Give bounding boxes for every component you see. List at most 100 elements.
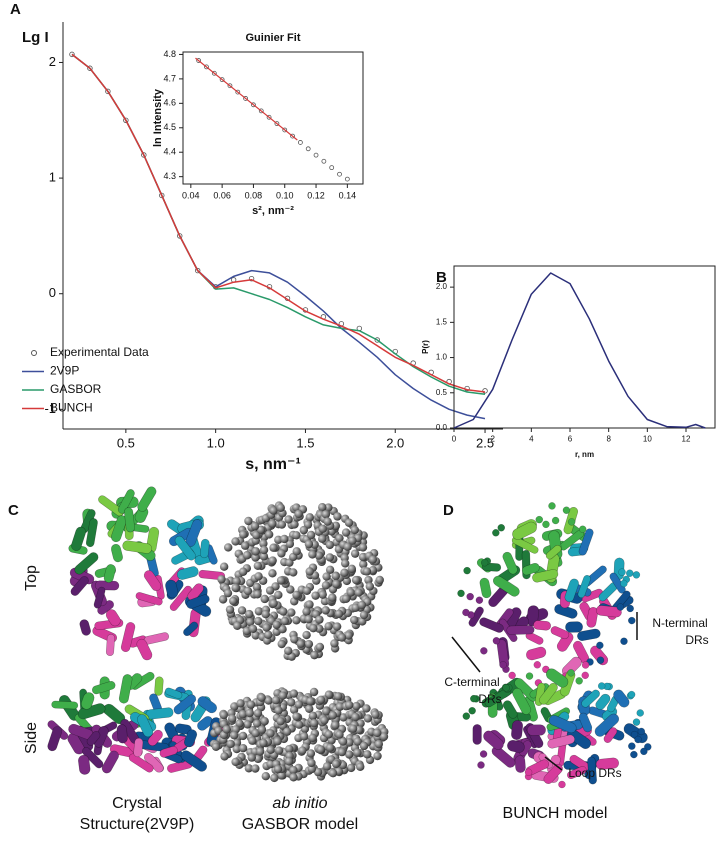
helix — [186, 594, 210, 609]
bead — [289, 689, 299, 698]
bead — [318, 590, 327, 599]
bead — [358, 543, 368, 552]
panel-label: C — [8, 502, 19, 519]
x-tick-label: 10 — [643, 435, 652, 444]
plot-frame — [182, 51, 364, 185]
bead — [353, 737, 362, 746]
dummy-residue — [497, 523, 506, 532]
helix — [154, 676, 164, 696]
annotation: N-terminal — [652, 616, 707, 630]
helix — [128, 753, 154, 773]
bead — [347, 564, 357, 574]
helix — [173, 694, 197, 715]
bead — [268, 519, 277, 528]
helix — [565, 621, 583, 633]
helix — [137, 486, 157, 512]
bead — [272, 620, 281, 630]
helix — [145, 707, 174, 720]
helix — [532, 569, 559, 583]
data-point — [482, 388, 488, 394]
helix — [545, 544, 562, 560]
bead — [257, 725, 267, 734]
bead — [245, 609, 254, 619]
bead — [345, 700, 354, 710]
bead — [274, 590, 283, 600]
bead — [334, 609, 344, 619]
bead — [282, 727, 292, 736]
y-tick-label: 1.0 — [436, 353, 448, 362]
dummy-residue — [626, 569, 634, 577]
dummy-residue — [502, 684, 510, 692]
bead — [276, 503, 285, 512]
bead — [320, 716, 329, 725]
bead — [270, 773, 279, 783]
bead — [247, 753, 256, 762]
bead — [364, 575, 373, 585]
bead — [362, 567, 372, 576]
bead — [277, 520, 287, 529]
caption: Structure(2V9P) — [80, 816, 195, 833]
bead — [308, 733, 317, 743]
bead — [307, 764, 317, 774]
y-axis-label: P(r) — [421, 340, 430, 354]
bead — [357, 600, 367, 610]
bead — [239, 530, 248, 539]
bead — [324, 622, 333, 631]
bead — [285, 539, 295, 549]
bead — [259, 539, 268, 548]
bead — [305, 567, 314, 576]
bead — [252, 719, 262, 728]
dummy-residue — [632, 571, 641, 579]
bead — [269, 506, 278, 515]
dummy-residue — [620, 579, 628, 588]
bead — [304, 539, 314, 549]
bead — [341, 528, 351, 537]
helix — [116, 724, 128, 744]
data-point — [243, 96, 249, 101]
bead — [252, 582, 262, 592]
panel-label: A — [10, 1, 21, 18]
bead — [277, 771, 286, 780]
dummy-residue — [508, 671, 516, 680]
y-tick-label: 4.8 — [163, 49, 176, 59]
helix — [543, 763, 563, 784]
dummy-residue — [627, 690, 636, 699]
x-tick-label: 0.12 — [307, 191, 325, 201]
bead — [322, 762, 332, 771]
bead — [356, 762, 365, 771]
legend-label: BUNCH — [50, 401, 93, 415]
bead — [230, 702, 239, 711]
helix — [117, 489, 135, 514]
bead — [321, 581, 331, 590]
dummy-residue — [525, 672, 534, 680]
bead — [306, 530, 316, 540]
helix — [86, 731, 101, 746]
bead — [289, 766, 298, 775]
bead — [341, 594, 351, 603]
bead — [279, 607, 288, 616]
dummy-residue — [596, 656, 605, 664]
bead — [346, 763, 356, 773]
helix — [164, 687, 183, 699]
helix — [105, 609, 121, 627]
y-tick-label: 0 — [49, 285, 56, 300]
helix — [556, 632, 574, 652]
structure-art — [47, 486, 652, 789]
helix — [103, 564, 116, 583]
bead — [292, 616, 301, 625]
bead — [231, 757, 240, 767]
bead — [264, 530, 274, 539]
bead — [315, 642, 325, 652]
bead — [259, 552, 269, 561]
helix — [85, 518, 98, 548]
bead — [328, 711, 338, 720]
x-tick-label: 2 — [490, 435, 495, 444]
bead — [359, 741, 369, 751]
bead — [309, 687, 319, 697]
data-point — [211, 70, 217, 76]
bead — [287, 698, 296, 707]
bead — [322, 572, 331, 581]
bead — [299, 525, 309, 535]
bead — [223, 588, 233, 598]
data-point — [282, 127, 288, 133]
